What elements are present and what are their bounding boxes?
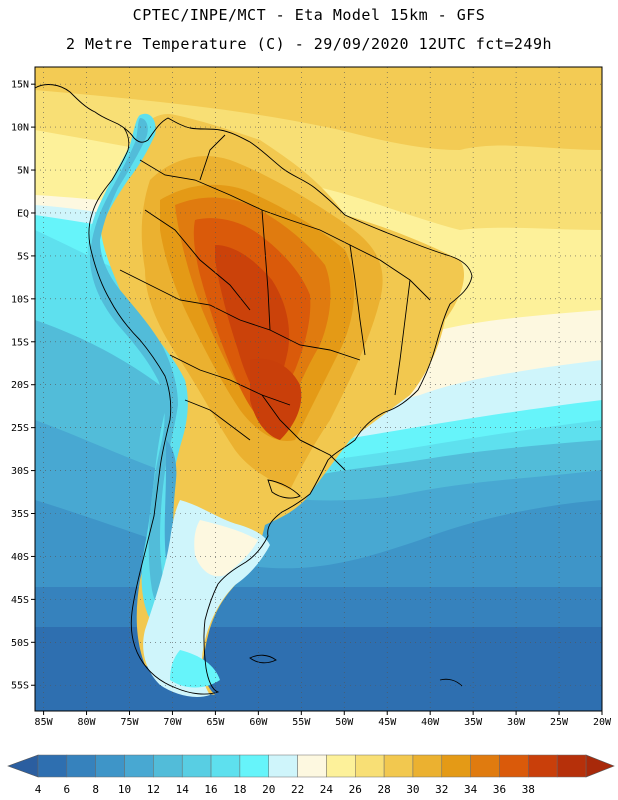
lat-tick-label: 15S bbox=[11, 337, 29, 348]
colorbar-label: 4 bbox=[35, 783, 42, 796]
colorbar-label: 28 bbox=[377, 783, 390, 796]
lat-tick-label: EQ bbox=[17, 208, 29, 219]
colorbar-label: 14 bbox=[176, 783, 190, 796]
colorbar-swatch bbox=[181, 754, 212, 778]
lon-tick-label: 25W bbox=[550, 717, 569, 728]
title-line-1: CPTEC/INPE/MCT - Eta Model 15km - GFS bbox=[132, 6, 486, 24]
lat-tick-label: 25S bbox=[11, 423, 29, 434]
colorbar-swatch bbox=[268, 754, 298, 778]
colorbar-swatch bbox=[239, 754, 269, 778]
lat-tick-label: 50S bbox=[11, 638, 29, 649]
lat-tick-label: 5S bbox=[17, 251, 29, 262]
colorbar-label: 20 bbox=[262, 783, 275, 796]
longitude-axis: 85W 80W 75W 70W 65W 60W 55W 50W 45W 40W 35W 30W 25W 2… bbox=[35, 711, 612, 728]
lat-tick-label: 20S bbox=[11, 380, 29, 391]
colorbar-swatch bbox=[326, 754, 356, 778]
colorbar-label: 38 bbox=[522, 783, 535, 796]
colorbar-swatch bbox=[297, 754, 327, 778]
map-frame bbox=[34, 66, 603, 712]
lon-tick-label: 55W bbox=[292, 717, 311, 728]
colorbar-swatch bbox=[499, 754, 529, 778]
lon-tick-label: 30W bbox=[507, 717, 526, 728]
lat-tick-label: 10S bbox=[11, 294, 29, 305]
colorbar-swatch bbox=[556, 754, 587, 778]
colorbar-swatch bbox=[66, 754, 96, 778]
lat-tick-label: 5N bbox=[17, 166, 29, 177]
lat-tick-label: 40S bbox=[11, 552, 29, 563]
lon-tick-label: 40W bbox=[421, 717, 440, 728]
lon-tick-label: 45W bbox=[378, 717, 397, 728]
lat-tick-label: 45S bbox=[11, 595, 29, 606]
coastline-overlay bbox=[35, 84, 473, 695]
colorbar-label: 8 bbox=[92, 783, 99, 796]
colorbar-label: 32 bbox=[435, 783, 448, 796]
colorbar-label: 12 bbox=[147, 783, 160, 796]
latitude-axis: 15N 10N 5N EQ 5S 10S 15S 20S 25S 30S 35S 40S 45S 50S 5… bbox=[11, 80, 35, 692]
colorbar-low-arrow bbox=[7, 754, 39, 778]
colorbar-swatch bbox=[383, 754, 414, 778]
colorbar-label: 30 bbox=[406, 783, 419, 796]
colorbar-label: 36 bbox=[493, 783, 506, 796]
lon-tick-label: 65W bbox=[206, 717, 225, 728]
colorbar-label: 24 bbox=[320, 783, 334, 796]
colorbar-swatch bbox=[355, 754, 385, 778]
colorbar-swatch bbox=[37, 754, 68, 778]
lon-tick-label: 35W bbox=[464, 717, 483, 728]
lon-tick-label: 50W bbox=[335, 717, 354, 728]
colorbar-swatch bbox=[153, 754, 183, 778]
colorbar-swatch bbox=[441, 754, 471, 778]
lon-tick-label: 70W bbox=[163, 717, 182, 728]
lon-tick-label: 75W bbox=[120, 717, 139, 728]
colorbar-label: 26 bbox=[349, 783, 362, 796]
colorbar-swatch bbox=[412, 754, 443, 778]
lat-tick-label: 30S bbox=[11, 466, 29, 477]
lon-tick-label: 60W bbox=[249, 717, 268, 728]
lat-tick-label: 15N bbox=[11, 80, 29, 91]
colorbar-swatch bbox=[470, 754, 500, 778]
lat-tick-label: 55S bbox=[11, 681, 29, 692]
lat-tick-label: 35S bbox=[11, 509, 29, 520]
colorbar-swatch bbox=[528, 754, 558, 778]
colorbar-label: 10 bbox=[118, 783, 131, 796]
colorbar-label: 16 bbox=[204, 783, 217, 796]
temperature-field bbox=[35, 67, 602, 711]
colorbar-label: 6 bbox=[64, 783, 71, 796]
lon-tick-label: 20W bbox=[593, 717, 612, 728]
colorbar: 4 6 8 10 12 14 16 18 20 22 24 26 28 30 32 34 36 38 bbox=[7, 754, 615, 796]
colorbar-label: 34 bbox=[464, 783, 478, 796]
colorbar-swatch bbox=[95, 754, 125, 778]
lon-tick-label: 85W bbox=[35, 717, 54, 728]
lat-tick-label: 10N bbox=[11, 123, 29, 134]
title-line-2: 2 Metre Temperature (C) - 29/09/2020 12U… bbox=[65, 35, 553, 53]
colorbar-high-arrow bbox=[585, 754, 615, 778]
colorbar-label: 18 bbox=[233, 783, 246, 796]
colorbar-label: 22 bbox=[291, 783, 304, 796]
colorbar-swatch bbox=[124, 754, 154, 778]
colorbar-swatch bbox=[210, 754, 241, 778]
lon-tick-label: 80W bbox=[78, 717, 97, 728]
